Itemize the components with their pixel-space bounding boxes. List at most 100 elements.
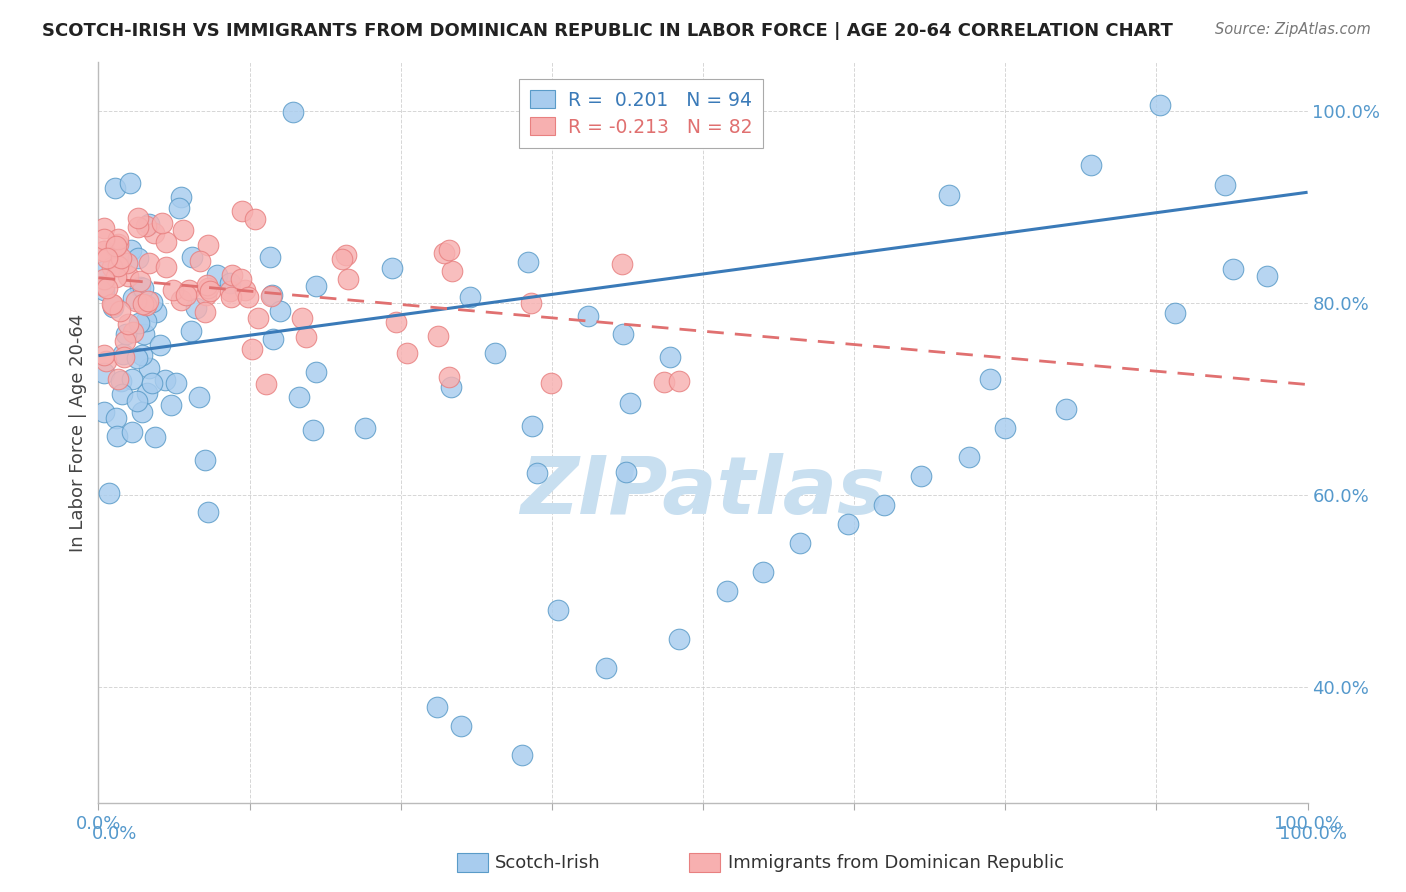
Point [440,380,463,394]
Point [180,324,202,338]
Point [195,287,218,301]
Point [172,223,194,237]
Point [619,396,641,410]
Point [138,293,160,308]
Point [458,290,481,304]
Point [789,536,811,550]
Point [269,304,291,318]
Point [288,390,311,404]
Point [259,251,281,265]
Point [104,181,127,195]
Point [160,398,183,412]
Point [197,281,219,295]
Point [612,327,634,342]
Text: Immigrants from Dominican Republic: Immigrants from Dominican Republic [728,854,1064,871]
Point [510,747,533,762]
Point [1149,98,1171,112]
Point [231,272,253,286]
Point [450,719,472,733]
Point [610,257,633,271]
Point [93,283,115,297]
Text: 100.0%: 100.0% [1279,825,1347,843]
Point [112,350,135,364]
Point [128,316,150,330]
Point [93,264,115,278]
Point [114,334,136,348]
Point [1080,158,1102,172]
Point [302,423,325,437]
Point [165,376,187,390]
Point [260,289,283,303]
Point [179,284,201,298]
Point [96,281,118,295]
Point [112,346,135,360]
Point [141,294,163,309]
Point [134,313,156,327]
Point [136,386,159,401]
Point [186,301,208,315]
Point [1222,262,1244,277]
Point [118,177,141,191]
Point [873,498,896,512]
Point [101,297,124,311]
Point [194,305,217,319]
Point [516,254,538,268]
Point [245,212,267,227]
Point [94,353,117,368]
Point [131,348,153,362]
Point [716,584,738,599]
Point [668,632,690,647]
Point [104,239,127,253]
Point [295,330,318,344]
Point [93,244,115,258]
Point [93,232,115,246]
Text: ZIPatlas: ZIPatlas [520,453,886,531]
Point [107,259,129,273]
Point [107,232,129,246]
Point [127,251,149,265]
Point [1213,178,1236,192]
Point [335,248,357,262]
Point [198,285,221,299]
Point [131,297,153,311]
Point [150,216,173,230]
Point [93,279,115,293]
Point [197,238,219,252]
Point [114,327,136,342]
Text: Source: ZipAtlas.com: Source: ZipAtlas.com [1215,22,1371,37]
Point [233,284,256,298]
Point [205,268,228,283]
Point [1164,306,1187,320]
Y-axis label: In Labor Force | Age 20-64: In Labor Force | Age 20-64 [69,313,87,552]
Point [107,429,129,443]
Point [111,386,134,401]
Point [93,220,115,235]
Point [138,256,160,270]
Point [979,372,1001,386]
Point [354,420,377,434]
Point [162,283,184,297]
Point [132,281,155,295]
Point [427,329,450,343]
Point [381,261,404,276]
Point [101,297,124,311]
Point [134,327,156,342]
Point [107,237,129,252]
Point [938,188,960,202]
Point [104,411,127,425]
Point [957,450,980,464]
Point [169,293,191,307]
Point [107,372,129,386]
Point [262,287,284,301]
Point [576,309,599,323]
Point [254,377,277,392]
Point [167,201,190,215]
Point [108,304,131,318]
Point [658,350,681,364]
Point [127,393,149,408]
Point [1256,268,1278,283]
Point [994,421,1017,435]
Point [104,240,127,254]
Point [117,269,139,284]
Text: SCOTCH-IRISH VS IMMIGRANTS FROM DOMINICAN REPUBLIC IN LABOR FORCE | AGE 20-64 CO: SCOTCH-IRISH VS IMMIGRANTS FROM DOMINICA… [42,22,1173,40]
